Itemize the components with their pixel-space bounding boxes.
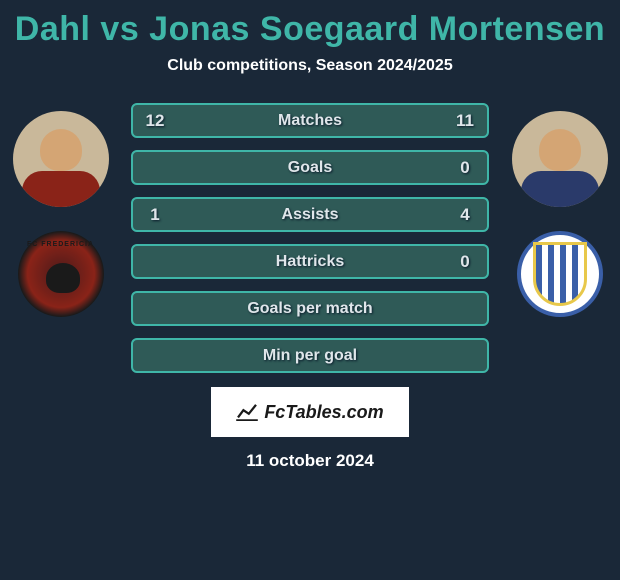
page-title: Dahl vs Jonas Soegaard Mortensen [0, 10, 620, 49]
chart-icon [236, 403, 258, 421]
stats-column: 12 Matches 11 Goals 0 1 Assists 4 Hattri… [113, 103, 507, 373]
stat-label: Min per goal [263, 347, 357, 365]
stat-label: Hattricks [276, 253, 344, 271]
stat-row-hattricks: Hattricks 0 [131, 244, 489, 279]
stat-row-goals: Goals 0 [131, 150, 489, 185]
subtitle: Club competitions, Season 2024/2025 [0, 57, 620, 75]
comparison-area: FC FREDERICIA 12 Matches 11 Goals 0 1 As… [0, 103, 620, 373]
stat-right-value: 11 [455, 111, 475, 131]
left-player-column: FC FREDERICIA [8, 103, 113, 317]
right-player-column [507, 103, 612, 317]
right-club-shield [533, 242, 587, 306]
stat-label: Goals [288, 159, 332, 177]
left-club-badge: FC FREDERICIA [18, 231, 104, 317]
left-player-avatar [13, 111, 109, 207]
stat-right-value: 4 [455, 205, 475, 225]
stat-row-matches: 12 Matches 11 [131, 103, 489, 138]
brand-label: FcTables.com [264, 402, 383, 423]
date-label: 11 october 2024 [0, 451, 620, 471]
stat-row-assists: 1 Assists 4 [131, 197, 489, 232]
right-club-badge [517, 231, 603, 317]
right-player-avatar [512, 111, 608, 207]
stat-label: Goals per match [247, 300, 372, 318]
stat-left-value: 1 [145, 205, 165, 225]
stat-row-gpm: Goals per match [131, 291, 489, 326]
stat-row-mpg: Min per goal [131, 338, 489, 373]
stat-label: Assists [282, 206, 339, 224]
left-club-name: FC FREDERICIA [27, 241, 94, 248]
brand-box: FcTables.com [211, 387, 409, 437]
stat-label: Matches [278, 112, 342, 130]
stat-left-value: 12 [145, 111, 165, 131]
stat-right-value: 0 [455, 158, 475, 178]
stat-right-value: 0 [455, 252, 475, 272]
